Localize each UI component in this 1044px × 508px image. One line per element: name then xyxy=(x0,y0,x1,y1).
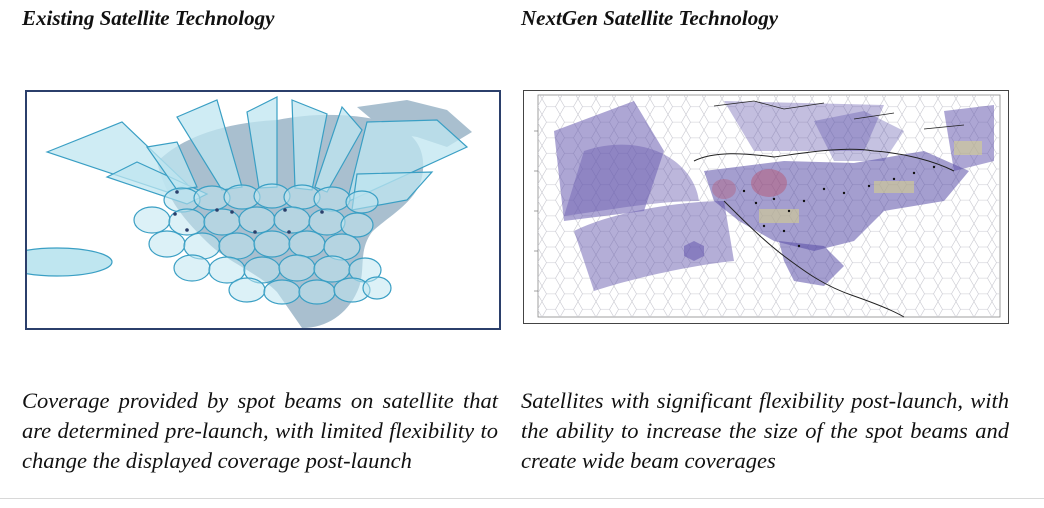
spot-beam xyxy=(148,230,186,258)
spot-beam xyxy=(298,279,336,305)
page-bottom-rule xyxy=(0,498,1044,499)
wide-beams xyxy=(554,101,994,291)
spot-beam xyxy=(313,186,351,212)
spot-beam xyxy=(278,254,316,282)
existing-coverage-map xyxy=(25,90,501,330)
spot-beam xyxy=(218,232,256,260)
spot-beam xyxy=(313,255,351,283)
wide-beam xyxy=(554,101,664,221)
spot-beam xyxy=(173,254,211,282)
existing-technology-title: Existing Satellite Technology xyxy=(22,6,275,30)
city-dot xyxy=(754,201,758,205)
spot-beam xyxy=(263,279,301,305)
gateway-marker xyxy=(185,228,189,232)
spot-beam xyxy=(288,230,326,258)
accent-beam xyxy=(954,141,982,155)
gateway-marker xyxy=(320,210,324,214)
continental-beam xyxy=(779,241,844,286)
spot-beam-map-image xyxy=(27,96,472,328)
spot-beam xyxy=(238,206,276,234)
continental-beam xyxy=(704,151,969,251)
arctic-outline xyxy=(713,100,965,130)
city-dot xyxy=(742,189,746,193)
axis-ticks xyxy=(534,130,538,292)
accent-beam xyxy=(874,181,914,193)
spot-beam-grid xyxy=(133,183,392,305)
spot-beam xyxy=(340,212,374,238)
spot-beam xyxy=(133,206,171,234)
city-dot xyxy=(932,165,936,169)
gateway-marker xyxy=(253,230,257,234)
spot-beam xyxy=(345,190,379,214)
spot-beam xyxy=(308,208,346,236)
gateway-marker xyxy=(215,208,219,212)
wide-beam xyxy=(724,101,884,151)
city-dot xyxy=(842,191,846,195)
spot-beam xyxy=(362,276,392,300)
flexible-beam-map-image xyxy=(534,94,1001,318)
gateway-markers xyxy=(173,190,324,234)
gateway-marker xyxy=(175,190,179,194)
gateway-marker xyxy=(287,230,291,234)
city-dot xyxy=(892,177,896,181)
accent-beam xyxy=(751,169,787,197)
city-dot xyxy=(797,244,801,248)
nextgen-technology-title: NextGen Satellite Technology xyxy=(521,6,779,30)
accent-beam xyxy=(684,241,704,261)
coastline-outline xyxy=(693,148,955,318)
spot-beam xyxy=(253,230,291,258)
gateway-marker xyxy=(173,212,177,216)
gateway-marker xyxy=(283,208,287,212)
city-dot xyxy=(787,209,791,213)
spot-beam xyxy=(203,208,241,236)
nextgen-coverage-map xyxy=(523,90,1009,324)
accent-beam xyxy=(759,209,799,223)
existing-technology-caption: Coverage provided by spot beams on satel… xyxy=(22,388,498,473)
nextgen-technology-caption: Satellites with significant flexibility … xyxy=(521,388,1009,473)
city-dot xyxy=(762,224,766,228)
accent-beam xyxy=(712,179,736,199)
wide-beam xyxy=(564,144,699,216)
beam-fan xyxy=(145,141,198,191)
city-dot xyxy=(782,229,786,233)
city-dot xyxy=(822,187,826,191)
hawaii-beam xyxy=(27,247,113,277)
city-dot xyxy=(912,171,916,175)
continental-beams xyxy=(704,111,969,286)
city-dot xyxy=(867,184,871,188)
accent-beams xyxy=(684,141,982,261)
wide-beam xyxy=(574,201,734,291)
gateway-marker xyxy=(230,210,234,214)
continental-beam xyxy=(814,111,904,161)
spot-beam xyxy=(228,277,266,303)
spot-beam xyxy=(273,206,311,234)
city-dots xyxy=(742,165,936,248)
city-dot xyxy=(772,197,776,201)
city-dot xyxy=(802,199,806,203)
